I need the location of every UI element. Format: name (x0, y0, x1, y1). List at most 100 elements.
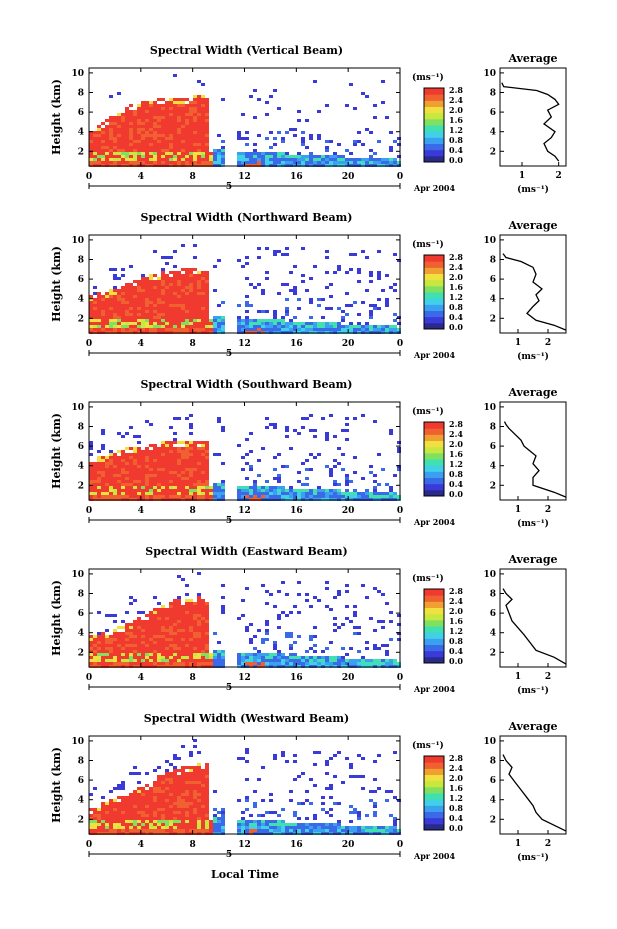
colorbar-swatch (424, 255, 444, 262)
colorbar-swatch (424, 811, 444, 819)
colorbar-swatch (424, 310, 444, 318)
colorbar-tick-label: 2.4 (449, 262, 463, 272)
colorbar-tick-label: 0.4 (449, 813, 463, 823)
colorbar-swatch (424, 650, 444, 658)
y-tick-label: 4 (78, 629, 84, 639)
panel-title: Spectral Width (Vertical Beam) (150, 44, 343, 57)
colorbar-tick-label: 2.4 (449, 596, 463, 606)
y-tick-label: 2 (78, 481, 84, 491)
x-tick-label: 0 (397, 339, 403, 349)
x-tick-label: 16 (290, 840, 303, 850)
y-tick-label: 2 (78, 147, 84, 157)
avg-x-tick-label: 1 (515, 505, 521, 515)
avg-y-tick-label: 2 (490, 815, 496, 825)
avg-y-tick-label: 10 (483, 236, 496, 246)
heatmap-cells (89, 414, 401, 501)
colorbar-tick-label: 0.8 (449, 636, 463, 646)
colorbar-tick-label: 2.8 (449, 252, 463, 262)
avg-y-tick-label: 2 (490, 481, 496, 491)
colorbar-unit: (ms⁻¹) (412, 740, 444, 751)
x-tick-label: 8 (190, 506, 196, 516)
colorbar-tick-label: 0.0 (449, 656, 463, 666)
y-tick-label: 2 (78, 815, 84, 825)
colorbar-swatch (424, 322, 444, 330)
avg-profile-line (503, 421, 567, 498)
avg-frame (499, 401, 567, 501)
colorbar-tick-label: 2.4 (449, 763, 463, 773)
x-tick-label: 12 (238, 172, 251, 182)
colorbar-tick-label: 1.2 (449, 125, 463, 135)
colorbar-swatch (424, 638, 444, 645)
y-tick-label: 6 (78, 776, 84, 786)
x-tick-label: 4 (138, 172, 144, 182)
x-tick-label: 20 (342, 172, 355, 182)
avg-frame (499, 735, 567, 835)
avg-title: Average (507, 553, 557, 566)
colorbar-tick-label: 2.8 (449, 419, 463, 429)
avg-x-tick-label: 1 (515, 839, 521, 849)
colorbar-swatch (424, 285, 444, 293)
x-tick-label: 0 (397, 673, 403, 683)
avg-x-axis-title: (ms⁻¹) (517, 518, 549, 529)
y-axis-title: Height (km) (50, 580, 63, 656)
y-axis-title: Height (km) (50, 747, 63, 823)
avg-y-tick-label: 10 (483, 570, 496, 580)
colorbar-swatch (424, 100, 444, 107)
x-tick-label: 8 (190, 339, 196, 349)
x-tick-label: 20 (342, 339, 355, 349)
colorbar-frame (423, 254, 445, 330)
colorbar-tick-label: 0.0 (449, 322, 463, 332)
colorbar-tick-label: 0.4 (449, 479, 463, 489)
date-label: Apr 2004 (413, 350, 456, 360)
y-tick-label: 10 (71, 737, 84, 747)
colorbar-swatch (424, 613, 444, 621)
avg-x-tick-label: 2 (545, 839, 551, 849)
heatmap-cells (89, 572, 401, 668)
panel-title: Spectral Width (Southward Beam) (140, 378, 352, 391)
colorbar-tick-label: 2.0 (449, 272, 463, 282)
x-tick-label: 20 (342, 840, 355, 850)
y-tick-label: 6 (78, 609, 84, 619)
colorbar-swatch (424, 422, 444, 429)
colorbar-swatch (424, 143, 444, 151)
avg-y-tick-label: 6 (490, 275, 496, 285)
colorbar-swatch (424, 619, 444, 627)
colorbar-swatch (424, 823, 444, 831)
colorbar-swatch (424, 805, 444, 812)
avg-frame (499, 234, 567, 334)
colorbar-tick-label: 2.0 (449, 439, 463, 449)
colorbar-swatch (424, 799, 444, 806)
colorbar-swatch (424, 267, 444, 274)
x-tick-label: 12 (238, 840, 251, 850)
colorbar-swatch (424, 434, 444, 441)
colorbar-swatch (424, 112, 444, 120)
avg-title: Average (507, 52, 557, 65)
avg-x-tick-label: 1 (515, 672, 521, 682)
y-tick-label: 10 (71, 236, 84, 246)
avg-y-tick-label: 10 (483, 737, 496, 747)
colorbar-swatch (424, 452, 444, 460)
colorbar-swatch (424, 756, 444, 763)
panel-title: Spectral Width (Northward Beam) (141, 211, 353, 224)
colorbar-swatch (424, 316, 444, 324)
colorbar-tick-label: 0.4 (449, 312, 463, 322)
colorbar-unit: (ms⁻¹) (412, 239, 444, 250)
colorbar-tick-label: 2.8 (449, 85, 463, 95)
avg-y-tick-label: 8 (490, 89, 496, 99)
avg-profile-line (502, 754, 567, 832)
y-tick-label: 10 (71, 570, 84, 580)
avg-title: Average (507, 386, 557, 399)
colorbar-swatch (424, 155, 444, 163)
y-tick-label: 2 (78, 648, 84, 658)
colorbar-tick-label: 0.4 (449, 646, 463, 656)
x-tick-label: 4 (138, 840, 144, 850)
x-axis-title: Local Time (211, 868, 279, 881)
day-label: 5 (226, 349, 232, 359)
y-tick-label: 8 (78, 89, 84, 99)
colorbar-tick-label: 2.8 (449, 753, 463, 763)
colorbar-swatch (424, 601, 444, 608)
colorbar-frame (423, 87, 445, 163)
avg-x-tick-label: 2 (545, 505, 551, 515)
